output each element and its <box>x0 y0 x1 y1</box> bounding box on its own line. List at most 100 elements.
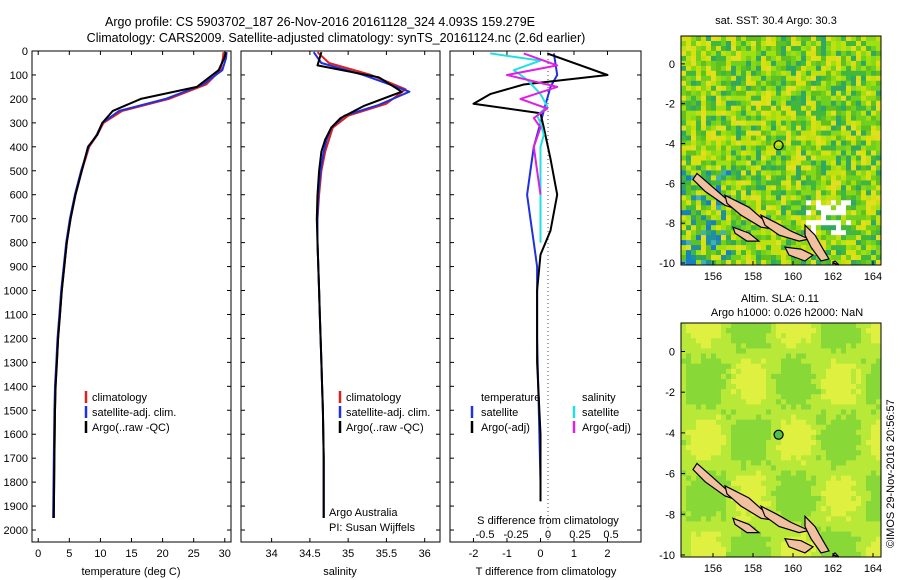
sla-map-frame <box>680 322 882 558</box>
map-cell <box>766 496 772 502</box>
map-cell <box>731 36 737 42</box>
map-cell <box>741 240 747 246</box>
map-cell <box>746 368 752 375</box>
map-cell <box>786 455 792 461</box>
map-cell <box>836 414 842 421</box>
map-cell <box>821 225 827 231</box>
map-cell <box>796 333 802 339</box>
map-cell <box>686 521 692 527</box>
map-cell <box>726 424 732 431</box>
map-cell <box>826 323 832 329</box>
x-tick-label: 35 <box>342 548 354 560</box>
map-cell <box>801 399 807 405</box>
map-cell <box>776 409 782 415</box>
map-cell <box>821 80 827 87</box>
map-cell <box>746 145 752 151</box>
map-cell <box>801 90 807 97</box>
map-cell <box>851 175 857 181</box>
map-cell <box>866 399 872 405</box>
map-cell <box>746 60 752 67</box>
map-cell <box>706 80 712 87</box>
map-cell <box>846 546 852 553</box>
map-cell <box>701 328 707 334</box>
map-cell <box>821 338 827 344</box>
map-cell <box>796 368 802 375</box>
map-cell <box>776 475 782 482</box>
depth-tick-label: 1800 <box>4 477 28 489</box>
map-cell <box>811 379 817 385</box>
map-cell <box>706 501 712 507</box>
depth-tick-label: 1200 <box>4 333 28 345</box>
lat-tick-label: -10 <box>659 258 675 270</box>
map-cell <box>786 110 792 117</box>
map-cell <box>741 551 747 558</box>
map-cell <box>851 140 857 146</box>
map-cell <box>791 379 797 385</box>
map-cell <box>741 409 747 415</box>
map-cell <box>701 85 707 92</box>
map-cell <box>816 155 822 161</box>
map-cell <box>796 210 802 216</box>
map-cell <box>806 343 812 349</box>
map-cell <box>696 170 702 176</box>
map-cell <box>696 255 702 261</box>
map-cell <box>711 404 717 410</box>
map-cell <box>806 450 812 456</box>
map-cell <box>696 200 702 206</box>
map-cell <box>816 455 822 461</box>
map-cell <box>861 485 867 492</box>
map-cell <box>801 170 807 176</box>
map-cell <box>681 440 687 446</box>
map-cell <box>681 536 687 543</box>
map-cell <box>746 260 752 266</box>
map-cell <box>826 175 832 181</box>
map-cell <box>771 490 777 497</box>
map-cell <box>776 185 782 191</box>
map-cell <box>831 424 837 431</box>
map-cell <box>686 160 692 166</box>
map-cell <box>756 424 762 431</box>
map-cell <box>726 531 732 538</box>
map-cell <box>861 210 867 216</box>
map-cell <box>821 419 827 426</box>
map-cell <box>846 100 852 107</box>
map-cell <box>686 490 692 497</box>
map-cell <box>841 175 847 181</box>
map-cell <box>866 348 872 354</box>
map-cell <box>761 145 767 151</box>
map-cell <box>721 470 727 476</box>
map-cell <box>866 338 872 344</box>
map-cell <box>791 225 797 231</box>
map-cell <box>806 445 812 451</box>
map-cell <box>851 536 857 543</box>
map-cell <box>746 511 752 517</box>
map-cell <box>856 358 862 365</box>
map-cell <box>841 429 847 436</box>
map-cell <box>746 150 752 156</box>
map-cell <box>721 399 727 405</box>
map-cell <box>746 394 752 400</box>
map-cell <box>786 180 792 186</box>
map-cell <box>736 185 742 191</box>
map-cell <box>716 85 722 92</box>
map-cell <box>786 70 792 77</box>
map-cell <box>736 445 742 451</box>
map-cell <box>741 450 747 456</box>
map-cell <box>716 379 722 385</box>
map-cell <box>786 60 792 67</box>
map-cell <box>761 521 767 527</box>
legend-label-satellite: satellite-adj. clim. <box>346 407 430 419</box>
map-cell <box>876 185 882 191</box>
map-cell <box>841 470 847 476</box>
map-cell <box>706 424 712 431</box>
map-cell <box>711 353 717 359</box>
map-cell <box>731 363 737 370</box>
map-cell <box>841 80 847 87</box>
map-cell <box>826 551 832 558</box>
map-cell <box>821 409 827 415</box>
map-cell <box>871 480 877 487</box>
map-cell <box>836 110 842 117</box>
map-cell <box>811 434 817 441</box>
map-cell <box>746 130 752 136</box>
map-cell <box>846 235 852 241</box>
